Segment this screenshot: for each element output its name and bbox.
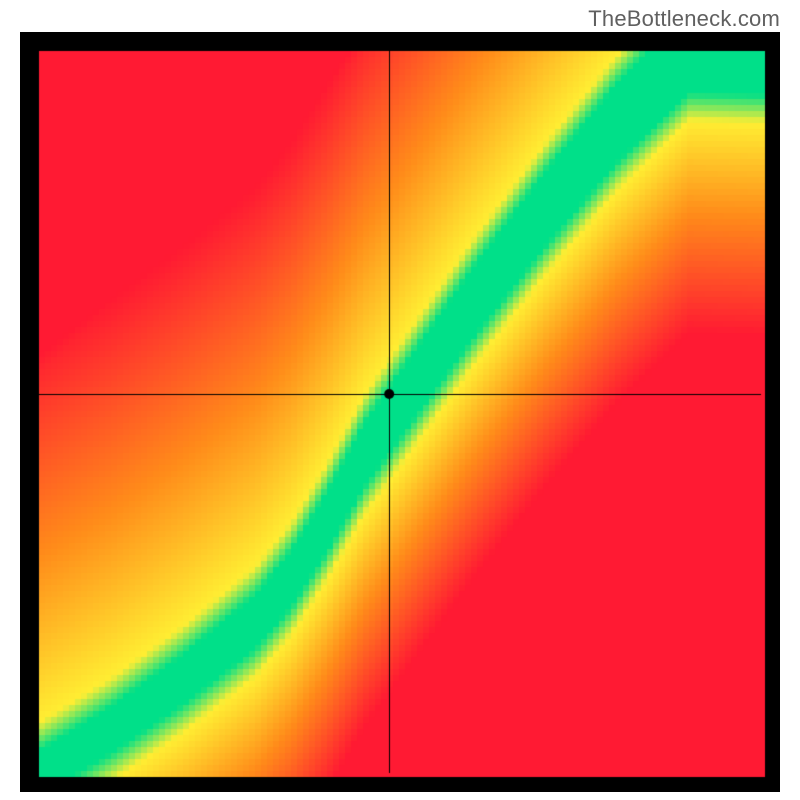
- chart-container: TheBottleneck.com: [0, 0, 800, 800]
- heatmap-canvas: [20, 32, 780, 792]
- watermark-text: TheBottleneck.com: [588, 6, 780, 32]
- heatmap-frame: [20, 32, 780, 792]
